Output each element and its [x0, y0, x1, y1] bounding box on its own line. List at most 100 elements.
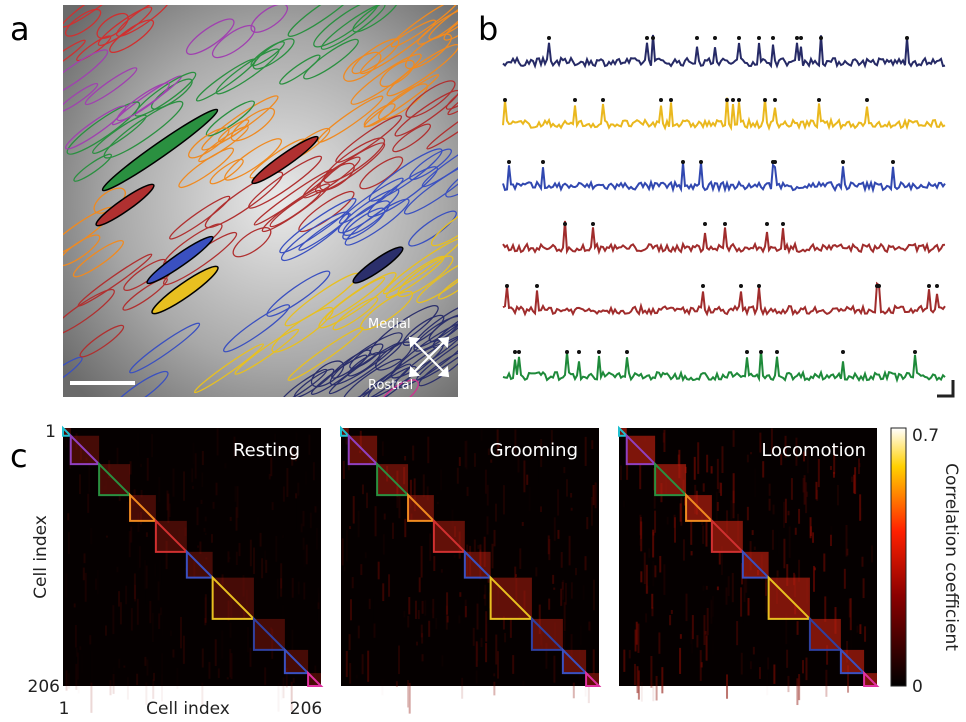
matrix-texture	[481, 638, 483, 647]
matrix-texture	[654, 565, 656, 577]
event-dot	[739, 284, 743, 288]
matrix-texture	[90, 683, 92, 713]
matrix-texture	[358, 511, 360, 538]
matrix-texture	[435, 618, 437, 629]
matrix-texture	[697, 442, 699, 474]
matrix-texture	[158, 477, 160, 502]
matrix-texture	[846, 549, 848, 556]
correlation-matrix: Grooming	[341, 428, 599, 714]
matrix-texture	[176, 668, 178, 689]
event-dot	[659, 98, 663, 102]
matrix-texture	[691, 631, 693, 653]
matrix-texture	[154, 564, 156, 577]
matrix-texture	[454, 555, 456, 558]
matrix-texture	[202, 648, 204, 667]
event-dot	[713, 36, 717, 40]
matrix-texture	[791, 478, 793, 500]
matrix-texture	[594, 494, 596, 511]
matrix-texture	[696, 635, 698, 647]
matrix-texture	[421, 633, 423, 643]
matrix-texture	[798, 674, 800, 700]
matrix-texture	[566, 479, 568, 496]
matrix-texture	[305, 471, 307, 484]
event-dot	[723, 222, 727, 226]
matrix-texture	[691, 551, 693, 555]
matrix-title: Grooming	[490, 440, 578, 461]
matrix-texture	[353, 496, 355, 524]
matrix-texture	[423, 474, 425, 497]
matrix-texture	[659, 556, 661, 573]
event-dot	[597, 350, 601, 354]
matrix-texture	[736, 621, 738, 645]
correlation-matrix: Locomotion	[619, 428, 877, 705]
matrix-texture	[298, 582, 300, 595]
matrix-texture	[374, 623, 376, 637]
matrix-texture	[103, 623, 105, 630]
matrix-texture	[825, 670, 827, 697]
matrix-texture	[656, 676, 658, 701]
matrix-texture	[785, 499, 787, 523]
matrix-texture	[407, 680, 409, 707]
matrix-texture	[494, 530, 496, 546]
matrix-texture	[486, 516, 488, 534]
matrix-texture	[382, 441, 384, 456]
matrix-texture	[580, 626, 582, 646]
matrix-texture	[488, 578, 490, 582]
event-dot	[577, 350, 581, 354]
matrix-texture	[419, 577, 421, 592]
matrix-texture	[585, 556, 587, 570]
matrix-texture	[277, 579, 279, 599]
matrix-texture	[759, 667, 761, 679]
matrix-texture	[68, 673, 70, 689]
event-dot	[541, 160, 545, 164]
event-dot	[757, 36, 761, 40]
matrix-texture	[350, 599, 352, 620]
matrix-texture	[823, 553, 825, 571]
event-dot	[503, 98, 507, 102]
colorbar	[891, 428, 906, 686]
matrix-texture	[703, 585, 705, 590]
colorbar-tick-label: 0	[912, 677, 923, 697]
matrix-texture	[76, 648, 78, 657]
matrix-texture	[205, 517, 207, 522]
panel-label: a	[10, 10, 30, 48]
matrix-texture	[375, 506, 377, 536]
matrix-texture	[97, 570, 99, 594]
matrix-texture	[83, 568, 85, 581]
matrix-texture	[856, 626, 858, 633]
matrix-texture	[510, 618, 512, 638]
matrix-texture	[476, 670, 478, 683]
matrix-texture	[859, 624, 861, 634]
matrix-texture	[229, 557, 231, 559]
matrix-texture	[701, 662, 703, 667]
matrix-texture	[548, 599, 550, 610]
event-dot	[841, 160, 845, 164]
trace	[503, 162, 945, 190]
matrix-texture	[459, 592, 461, 597]
matrix-texture	[810, 517, 812, 538]
matrix-texture	[112, 605, 114, 634]
matrix-texture	[557, 489, 559, 515]
matrix-texture	[432, 608, 434, 613]
panel-label: c	[10, 437, 28, 475]
matrix-texture	[830, 535, 832, 546]
matrix-texture	[81, 654, 83, 674]
matrix-texture	[652, 561, 654, 586]
event-dot	[817, 98, 821, 102]
matrix-texture	[623, 650, 625, 672]
axis-tick-label: 1	[59, 699, 70, 719]
matrix-texture	[705, 631, 707, 635]
matrix-texture	[195, 453, 197, 479]
matrix-texture	[310, 513, 312, 528]
matrix-texture	[118, 591, 120, 606]
matrix-texture	[428, 621, 430, 637]
event-dot	[745, 350, 749, 354]
matrix-texture	[728, 576, 730, 596]
matrix-texture	[748, 598, 750, 616]
matrix-texture	[706, 455, 708, 473]
matrix-texture	[694, 457, 696, 480]
event-dot	[841, 350, 845, 354]
orientation-label: Rostral	[368, 378, 413, 393]
event-dot	[699, 160, 703, 164]
matrix-texture	[283, 486, 285, 501]
